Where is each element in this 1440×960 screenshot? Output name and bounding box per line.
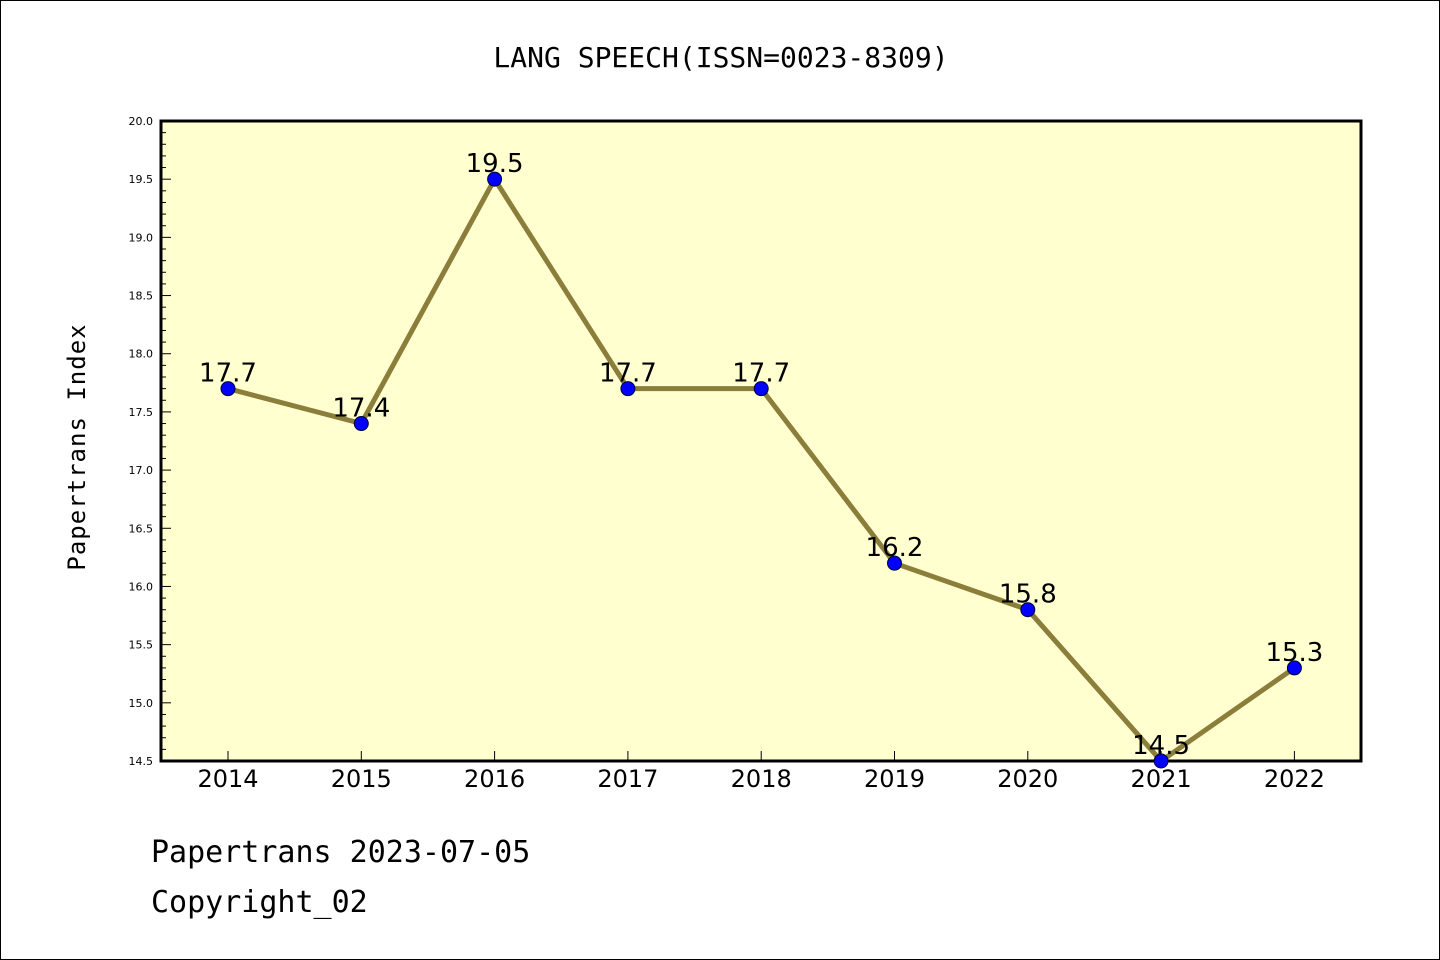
data-point-marker xyxy=(753,381,769,397)
y-tick-label: 16.5 xyxy=(129,522,154,535)
data-point-marker xyxy=(887,555,902,571)
y-tick-label: 15.0 xyxy=(129,697,154,710)
y-tick-label: 19.5 xyxy=(129,173,154,186)
data-label: 17.7 xyxy=(599,359,657,389)
series-line-group xyxy=(220,171,1302,769)
data-point-marker xyxy=(1286,660,1302,676)
data-label: 19.5 xyxy=(466,149,524,179)
data-point-marker xyxy=(1153,753,1169,769)
y-tick-label: 19.0 xyxy=(129,231,154,244)
x-tick-label: 2022 xyxy=(1264,765,1325,793)
x-tick-label: 2018 xyxy=(731,765,792,793)
footer-copyright: Copyright_02 xyxy=(151,885,368,920)
x-tick-label: 2016 xyxy=(464,765,525,793)
plot-area xyxy=(159,119,1363,763)
data-label: 17.7 xyxy=(732,359,790,389)
chart-title: LANG SPEECH(ISSN=0023-8309) xyxy=(493,41,948,74)
y-tick-label: 18.5 xyxy=(129,290,154,303)
footer-date: Papertrans 2023-07-05 xyxy=(151,835,531,870)
x-tick-label: 2017 xyxy=(597,765,658,793)
x-tick-label: 2021 xyxy=(1131,765,1192,793)
x-tick-label: 2020 xyxy=(997,765,1058,793)
data-point-marker xyxy=(620,381,636,397)
y-tick-label: 15.5 xyxy=(129,639,154,652)
x-tick-label: 2015 xyxy=(331,765,392,793)
x-axis: 2014 2015 2016 2017 2018 2019 2020 2021 2022 xyxy=(197,751,1325,793)
x-tick-label: 2014 xyxy=(197,765,258,793)
data-point-marker xyxy=(220,381,236,397)
data-label: 17.4 xyxy=(332,394,390,424)
y-tick-label: 14.5 xyxy=(129,755,154,768)
x-tick-label: 2019 xyxy=(864,765,925,793)
y-tick-label: 20.0 xyxy=(129,115,154,128)
data-point-marker xyxy=(487,171,503,187)
data-label: 16.2 xyxy=(866,533,924,563)
y-axis-label: Papertrans Index xyxy=(63,323,91,570)
data-label: 17.7 xyxy=(199,359,257,389)
y-tick-label: 17.5 xyxy=(129,406,154,419)
y-tick-label: 17.0 xyxy=(129,464,154,477)
data-label: 15.3 xyxy=(1265,638,1323,668)
data-point-marker xyxy=(1020,602,1036,618)
y-tick-label: 16.0 xyxy=(129,580,154,593)
data-point-marker xyxy=(353,416,369,432)
data-label: 14.5 xyxy=(1132,731,1190,761)
y-axis: 14.5 15.0 15.5 16.0 16.5 17.0 17.5 18.0 18.5 19.0… xyxy=(129,115,171,768)
data-label-group: 17.7 17.4 19.5 17.7 17.7 16.2 15.8 14.5 15.3 xyxy=(199,149,1323,761)
y-tick-label: 18.0 xyxy=(129,348,154,361)
data-label: 15.8 xyxy=(999,580,1057,610)
